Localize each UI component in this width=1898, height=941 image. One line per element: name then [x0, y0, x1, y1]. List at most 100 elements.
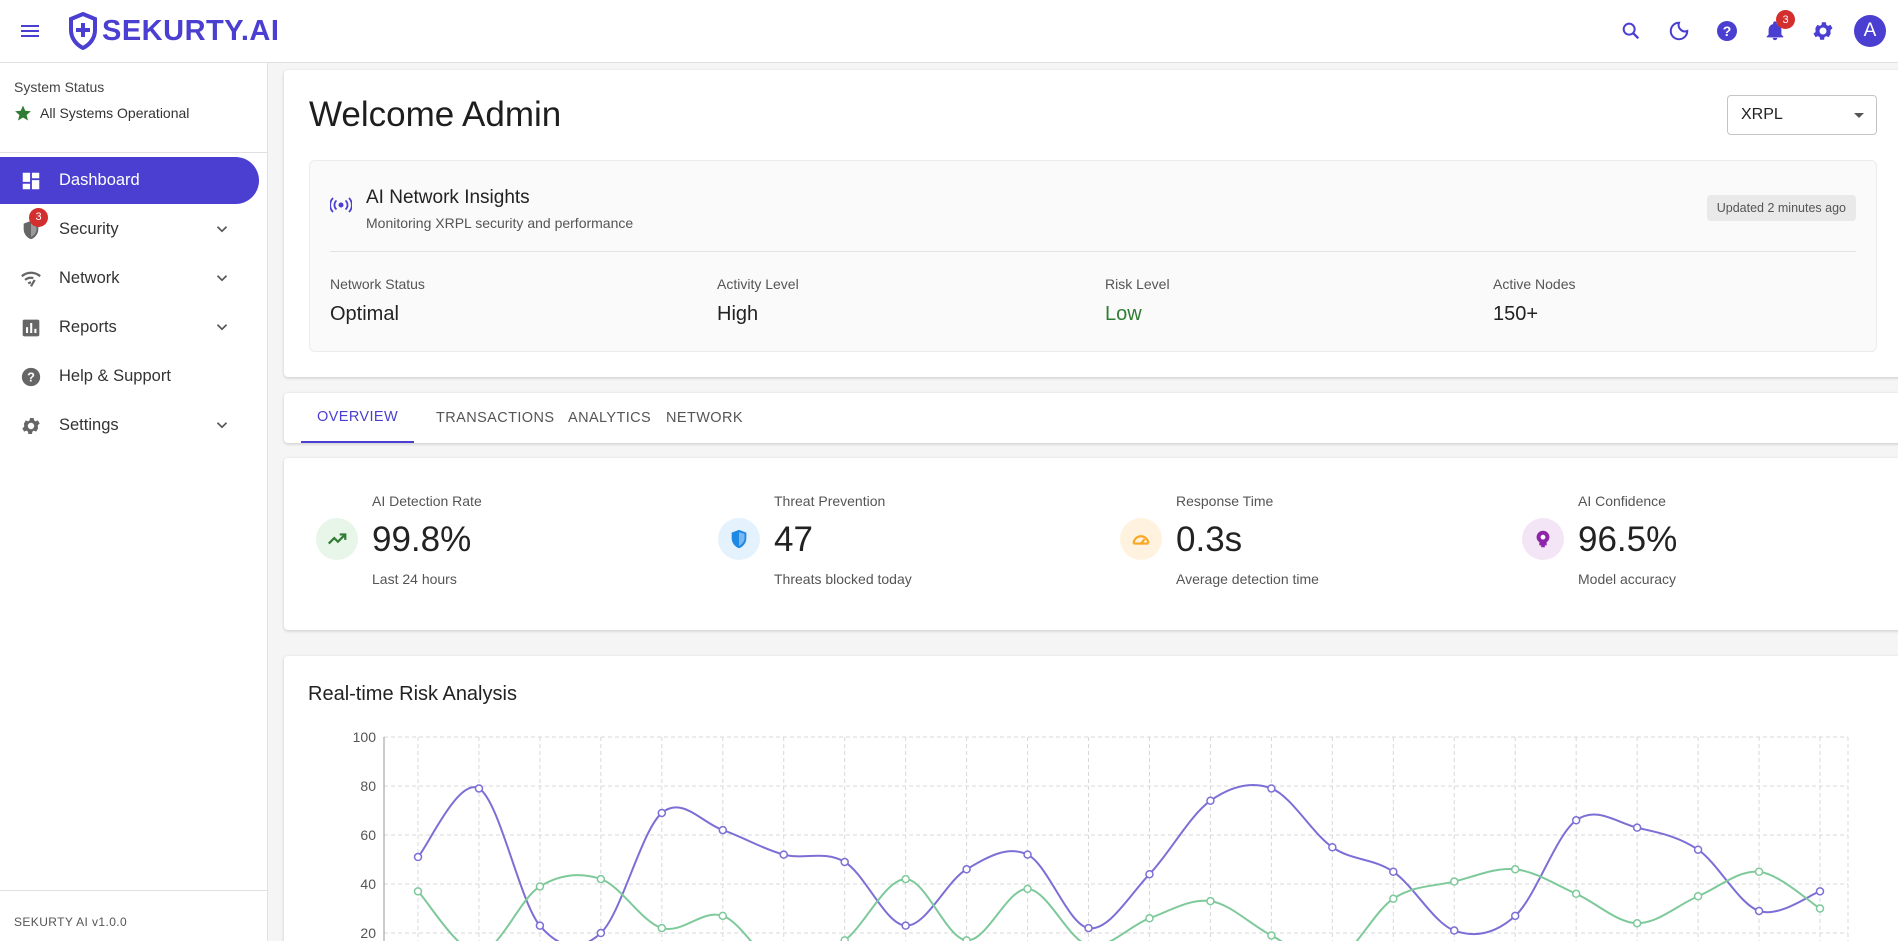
series-b-point	[1389, 894, 1398, 903]
stat-label: AI Confidence	[1578, 493, 1666, 509]
settings-gear-icon[interactable]	[1806, 14, 1840, 48]
metric-value: High	[717, 303, 759, 325]
series-b-point	[840, 936, 849, 941]
y-tick-label: 20	[360, 925, 376, 941]
app-logo[interactable]: SEKURTY.AI	[68, 11, 279, 51]
network-select[interactable]: XRPL	[1727, 95, 1877, 135]
wifi-icon	[19, 267, 43, 291]
series-b-point	[1571, 889, 1581, 899]
stat-value: 47	[774, 520, 813, 559]
series-b-point	[1145, 914, 1154, 923]
network-select-value: XRPL	[1741, 106, 1783, 123]
series-b-point	[1632, 918, 1642, 928]
series-a-point	[1815, 887, 1825, 896]
stat-label: Response Time	[1176, 493, 1274, 509]
welcome-card: Welcome Admin XRPL AI Network Insights M…	[284, 70, 1898, 377]
series-b-point	[413, 887, 423, 896]
notifications-icon[interactable]: 3	[1758, 10, 1795, 48]
speed-icon	[1120, 518, 1162, 560]
sidebar-item-network[interactable]: Network	[0, 255, 259, 302]
avatar[interactable]: A	[1854, 15, 1886, 47]
series-a-point	[1206, 796, 1215, 805]
series-b-point	[1815, 904, 1825, 913]
series-b-point	[1450, 877, 1459, 886]
series-a-point	[1571, 816, 1581, 825]
notifications-badge: 3	[1776, 10, 1795, 29]
series-a-point	[779, 850, 788, 859]
risk-analysis-chart: 20 40 60 80 100	[353, 729, 1849, 941]
series-a-point	[1754, 906, 1764, 916]
stat-value: 99.8%	[372, 520, 472, 559]
series-a-point	[1389, 867, 1398, 876]
y-tick-label: 40	[360, 876, 376, 892]
tabs-bar: OVERVIEW TRANSACTIONS ANALYTICS NETWORK	[284, 393, 1898, 443]
metric-value: Low	[1105, 303, 1142, 325]
metric-active-nodes: Active Nodes 150+	[1493, 276, 1575, 326]
series-b-point	[1023, 884, 1032, 894]
metric-network-status: Network Status Optimal	[330, 276, 425, 326]
svg-text:?: ?	[1723, 23, 1732, 39]
dark-mode-icon[interactable]	[1662, 14, 1696, 48]
stat-subtext: Threats blocked today	[774, 571, 912, 587]
stat-subtext: Average detection time	[1176, 571, 1319, 587]
metric-risk-level: Risk Level Low	[1105, 276, 1170, 326]
series-a-point	[413, 852, 423, 862]
bar-chart-icon	[19, 316, 43, 340]
metric-activity-level: Activity Level High	[717, 276, 799, 326]
brain-icon	[1522, 518, 1564, 560]
tab-analytics[interactable]: ANALYTICS	[568, 410, 652, 426]
insights-subtitle: Monitoring XRPL security and performance	[366, 215, 634, 231]
metric-label: Network Status	[330, 276, 425, 292]
help-icon[interactable]: ?	[1710, 14, 1744, 48]
sidebar: System Status All Systems Operational Da…	[0, 63, 268, 941]
risk-analysis-card: Real-time Risk Analysis 20 40 60 80 100	[284, 656, 1898, 941]
chevron-down-icon[interactable]	[213, 318, 231, 336]
sidebar-item-security[interactable]: 3 Security	[0, 206, 259, 253]
sidebar-item-label: Dashboard	[59, 171, 140, 189]
security-badge: 3	[29, 207, 48, 227]
logo-shield-icon	[69, 12, 97, 50]
chevron-down-icon[interactable]	[213, 220, 231, 238]
metric-label: Active Nodes	[1493, 276, 1576, 292]
stat-label: AI Detection Rate	[372, 493, 482, 509]
shield-check-icon	[718, 518, 760, 560]
chart-title: Real-time Risk Analysis	[308, 683, 517, 705]
tab-transactions[interactable]: TRANSACTIONS	[436, 410, 555, 426]
chevron-down-icon[interactable]	[213, 269, 231, 287]
series-b-point	[657, 923, 667, 933]
ai-insights-panel: AI Network Insights Monitoring XRPL secu…	[309, 160, 1877, 352]
chevron-down-icon[interactable]	[213, 416, 231, 434]
sidebar-item-help[interactable]: ? Help & Support	[0, 353, 259, 400]
series-a-point	[1023, 850, 1032, 859]
gear-icon	[19, 414, 43, 438]
system-status-text: All Systems Operational	[40, 105, 190, 121]
system-status: System Status All Systems Operational	[0, 63, 267, 153]
search-icon[interactable]	[1614, 14, 1648, 48]
series-b-point	[1754, 867, 1764, 876]
series-a-point	[535, 921, 545, 930]
sidebar-item-settings[interactable]: Settings	[0, 402, 259, 449]
caret-down-icon	[1854, 113, 1864, 118]
series-a-point	[657, 808, 667, 818]
menu-icon[interactable]	[18, 19, 42, 43]
sidebar-nav: Dashboard 3 Security Network Reports	[0, 153, 267, 449]
logo-text: SEKURTY.AI	[102, 14, 280, 47]
sidebar-item-reports[interactable]: Reports	[0, 304, 259, 351]
y-tick-label: 60	[360, 827, 376, 843]
insights-divider	[330, 251, 1856, 252]
stat-subtext: Model accuracy	[1578, 571, 1677, 587]
help-icon: ?	[19, 365, 43, 389]
sidebar-item-label: Network	[59, 269, 120, 287]
shield-icon: 3	[19, 207, 48, 242]
tab-network[interactable]: NETWORK	[666, 410, 743, 426]
stat-value: 96.5%	[1578, 520, 1678, 559]
tab-overview[interactable]: OVERVIEW	[301, 393, 415, 443]
series-b-point	[901, 874, 910, 884]
series-a-point	[840, 857, 849, 867]
series-b-point	[1267, 931, 1276, 940]
sidebar-item-dashboard[interactable]: Dashboard	[0, 157, 259, 204]
metric-value: Optimal	[330, 303, 399, 325]
series-a-point	[1145, 869, 1154, 879]
metric-label: Activity Level	[717, 276, 799, 292]
series-b-point	[1510, 865, 1520, 874]
